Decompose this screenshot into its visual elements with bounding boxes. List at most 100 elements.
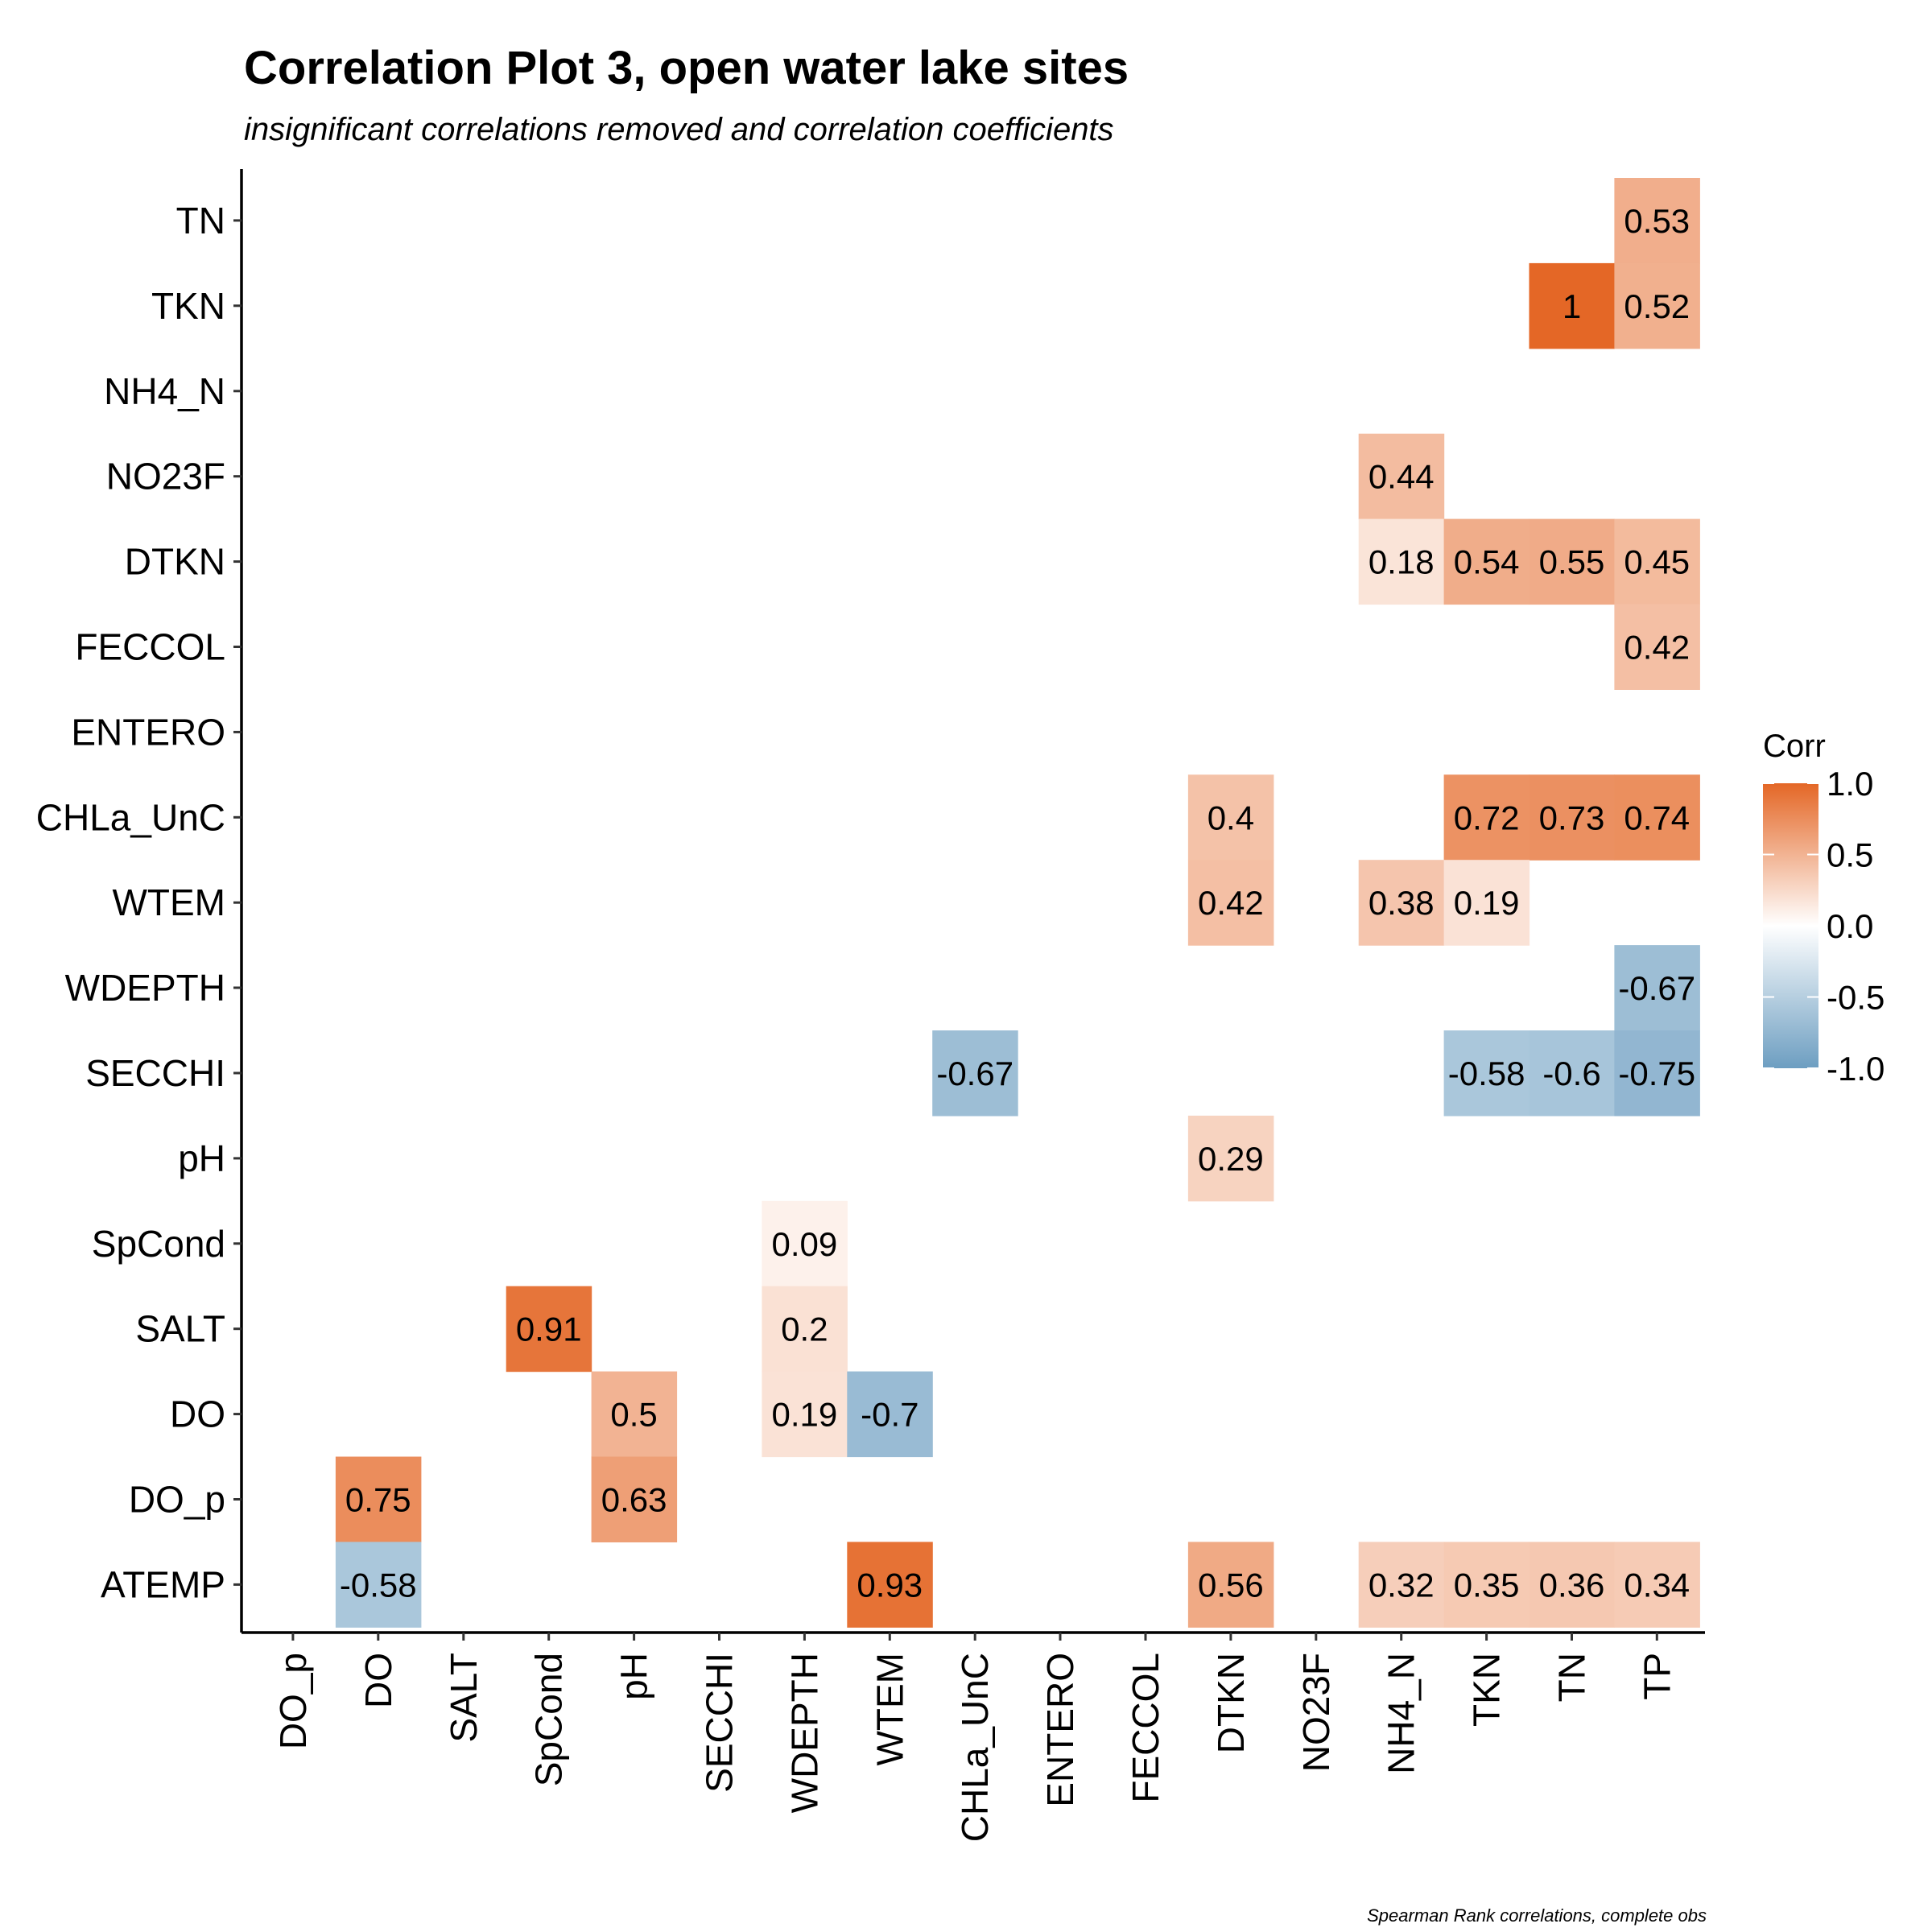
heatmap-cell <box>847 1542 933 1628</box>
y-tick-label: SALT <box>135 1308 225 1350</box>
heatmap-cell <box>1187 1542 1274 1628</box>
heatmap-cell <box>1443 518 1530 605</box>
cell-value-label: -0.58 <box>1448 1055 1525 1092</box>
x-tick-label: SECCHI <box>699 1653 741 1793</box>
heatmap-cell <box>335 1456 422 1542</box>
y-tick-label: DO <box>170 1393 225 1435</box>
y-tick-label: ENTERO <box>71 711 225 753</box>
heatmap-cell <box>1614 1542 1700 1628</box>
x-tick-label: WDEPTH <box>783 1653 825 1813</box>
heatmap-cell <box>1443 774 1530 861</box>
cell-value-label: 0.19 <box>772 1396 838 1434</box>
y-tick-label: NO23F <box>106 456 225 497</box>
heatmap-cell <box>1529 774 1615 861</box>
y-tick-label: WDEPTH <box>65 967 225 1009</box>
cell-value-label: 0.53 <box>1624 202 1690 240</box>
heatmap-cell <box>506 1286 592 1373</box>
cell-value-label: 0.55 <box>1539 543 1605 581</box>
heatmap-cell <box>591 1371 678 1458</box>
x-tick-label: SpCond <box>528 1653 570 1786</box>
y-tick-label: TKN <box>151 285 225 327</box>
cell-value-label: 0.74 <box>1624 799 1690 836</box>
y-tick-label: FECCOL <box>75 626 225 668</box>
y-tick-label: SpCond <box>92 1223 225 1265</box>
cell-value-label: 0.18 <box>1368 543 1435 581</box>
cell-value-label: 0.63 <box>601 1481 667 1519</box>
cell-value-label: -0.67 <box>1618 969 1695 1007</box>
heatmap-cell <box>1443 1542 1530 1628</box>
heatmap-cell <box>1358 518 1445 605</box>
cell-value-label: 0.09 <box>772 1225 838 1263</box>
cell-value-label: 0.42 <box>1624 629 1690 667</box>
cell-value-label: 0.34 <box>1624 1566 1690 1604</box>
heatmap-cell <box>1529 1030 1615 1117</box>
heatmap-cell <box>591 1456 678 1542</box>
heatmap-cell <box>1187 1115 1274 1202</box>
x-tick-label: ENTERO <box>1039 1653 1081 1807</box>
x-tick-label: DTKN <box>1210 1653 1252 1753</box>
cell-value-label: -0.6 <box>1542 1055 1600 1092</box>
heatmap-cell <box>1187 860 1274 946</box>
x-tick-label: FECCOL <box>1125 1653 1166 1803</box>
y-tick-label: DO_p <box>129 1479 225 1521</box>
cell-value-label: -0.75 <box>1618 1055 1695 1092</box>
heatmap-cell <box>1529 262 1615 349</box>
cell-value-label: 0.54 <box>1454 543 1520 581</box>
cell-value-label: 0.29 <box>1198 1140 1264 1178</box>
legend: Corr 1.0 0.5 0.0 -0.5 -1.0 <box>1763 729 1885 1088</box>
cell-value-label: 0.19 <box>1454 884 1520 922</box>
heatmap-cell <box>1614 774 1700 861</box>
heatmap-cell <box>1529 1542 1615 1628</box>
heatmap-cells: 0.53 1 0.52 0.44 0.18 0.54 0.55 0.45 0.42 0.4 0.72… <box>335 178 1700 1628</box>
x-tick-label: NO23F <box>1295 1653 1337 1772</box>
cell-value-label: 0.93 <box>857 1566 923 1604</box>
legend-title: Corr <box>1763 729 1826 764</box>
cell-value-label: 0.36 <box>1539 1566 1605 1604</box>
heatmap-cell <box>1443 860 1530 946</box>
heatmap-cell <box>762 1371 848 1458</box>
x-tick-label: TN <box>1551 1653 1593 1702</box>
cell-value-label: 0.5 <box>610 1396 657 1434</box>
cell-value-label: 0.42 <box>1198 884 1264 922</box>
cell-value-label: 1 <box>1563 287 1581 325</box>
chart-subtitle: insignificant correlations removed and c… <box>244 112 1114 147</box>
x-tick-label: CHLa_UnC <box>954 1653 996 1842</box>
heatmap-cell <box>1614 178 1700 264</box>
legend-tick-label: 0.0 <box>1827 907 1873 945</box>
heatmap-cell <box>1614 262 1700 349</box>
y-axis: TN TKN NH4_N NO23F DTKN FECCOL ENTERO CHLa_UnC W… <box>36 169 243 1633</box>
x-tick-label: TKN <box>1466 1653 1508 1727</box>
heatmap-cell <box>335 1542 422 1628</box>
cell-value-label: 0.32 <box>1368 1566 1435 1604</box>
y-tick-label: DTKN <box>125 541 225 583</box>
cell-value-label: 0.75 <box>345 1481 411 1519</box>
heatmap-cell <box>1614 518 1700 605</box>
y-tick-label: WTEM <box>112 881 225 923</box>
heatmap-cell <box>1614 1030 1700 1117</box>
y-tick-label: SECCHI <box>85 1052 225 1094</box>
heatmap-cell <box>1614 604 1700 690</box>
legend-tick-label: 0.5 <box>1827 836 1873 874</box>
heatmap-cell <box>762 1286 848 1373</box>
x-tick-label: DO <box>357 1653 399 1708</box>
legend-ticks: 1.0 0.5 0.0 -0.5 -1.0 <box>1763 765 1885 1088</box>
cell-value-label: 0.56 <box>1198 1566 1264 1604</box>
chart-caption: Spearman Rank correlations, complete obs <box>1367 1905 1707 1926</box>
x-tick-label: WTEM <box>869 1653 910 1766</box>
chart-title: Correlation Plot 3, open water lake site… <box>244 42 1129 94</box>
x-tick-label: TP <box>1636 1653 1678 1700</box>
cell-value-label: 0.91 <box>516 1311 582 1348</box>
cell-value-label: 0.38 <box>1368 884 1435 922</box>
cell-value-label: -0.67 <box>936 1055 1013 1092</box>
cell-value-label: 0.72 <box>1454 799 1520 836</box>
cell-value-label: 0.45 <box>1624 543 1690 581</box>
heatmap-cell <box>1614 945 1700 1031</box>
cell-value-label: 0.52 <box>1624 287 1690 325</box>
heatmap-cell <box>1187 774 1274 861</box>
cell-value-label: 0.2 <box>781 1311 828 1348</box>
heatmap-cell <box>762 1200 848 1287</box>
legend-tick-label: -0.5 <box>1827 979 1885 1017</box>
y-tick-label: ATEMP <box>101 1563 225 1605</box>
cell-value-label: 0.35 <box>1454 1566 1520 1604</box>
heatmap-cell <box>1358 433 1445 520</box>
